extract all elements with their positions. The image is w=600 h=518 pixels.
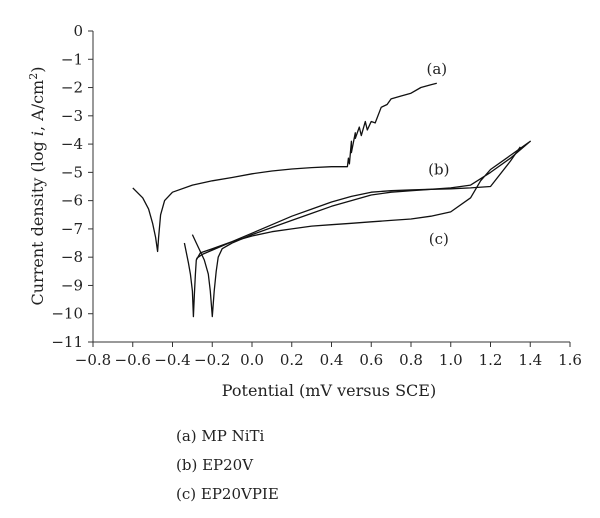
- y-axis-title-superscript: 2: [27, 73, 40, 80]
- curve-labels: (a) (b) (c): [427, 60, 450, 248]
- y-tick-label: 0: [73, 22, 83, 40]
- tick-labels: −0.8 −0.6 −0.4 −0.2 0.0 0.2 0.4 0.6 0.8 1.0 1.2 1.4…: [51, 22, 582, 369]
- x-tick-label: −0.6: [115, 351, 151, 369]
- x-tick-label: −0.2: [194, 351, 230, 369]
- x-tick-label: 1.4: [518, 351, 542, 369]
- y-axis-title-part-2: , A/cm: [28, 80, 47, 131]
- y-tick-label: −5: [61, 163, 83, 181]
- y-axis-title: Current density (log i, A/cm2): [27, 67, 47, 306]
- y-tick-label: −11: [51, 333, 83, 351]
- legend-item-a: (a) MP NiTi: [176, 427, 265, 445]
- curve-label-3: (c): [429, 230, 449, 248]
- y-axis-title-italic-i: i: [28, 131, 47, 136]
- x-tick-label: 0.4: [320, 351, 344, 369]
- x-tick-label: −0.8: [75, 351, 111, 369]
- x-tick-label: 1.6: [558, 351, 582, 369]
- y-tick-label: −10: [51, 305, 83, 323]
- y-tick-label: −3: [61, 107, 83, 125]
- y-tick-label: −7: [61, 220, 83, 238]
- x-tick-label: 1.2: [479, 351, 503, 369]
- axes: [92, 31, 570, 343]
- y-tick-label: −9: [61, 276, 83, 294]
- curves: [132, 82, 531, 318]
- ticks: [88, 30, 571, 347]
- y-axis-title-part-3: ): [28, 67, 47, 73]
- legend: (a) MP NiTi (b) EP20V (c) EP20VPIE: [176, 426, 279, 513]
- series-line-3: [191, 146, 521, 318]
- x-tick-label: 0.2: [280, 351, 304, 369]
- y-axis-title-part-1: Current density (log: [28, 136, 47, 305]
- x-tick-label: 0.6: [359, 351, 383, 369]
- x-axis-title: Potential (mV versus SCE): [222, 381, 436, 400]
- series-line-1: [132, 82, 437, 253]
- y-tick-label: −2: [61, 79, 83, 97]
- x-tick-label: 1.0: [439, 351, 463, 369]
- x-tick-label: −0.4: [154, 351, 190, 369]
- y-tick-label: −6: [61, 192, 83, 210]
- x-tick-label: 0.8: [399, 351, 423, 369]
- y-tick-label: −1: [61, 50, 83, 68]
- legend-item-c: (c) EP20VPIE: [176, 485, 279, 503]
- y-tick-label: −8: [61, 248, 83, 266]
- legend-item-b: (b) EP20V: [176, 456, 254, 474]
- y-tick-label: −4: [61, 135, 83, 153]
- x-tick-label: 0.0: [240, 351, 264, 369]
- curve-label-2: (b): [428, 161, 449, 179]
- series-line-2: [183, 140, 531, 318]
- curve-label-1: (a): [427, 60, 448, 78]
